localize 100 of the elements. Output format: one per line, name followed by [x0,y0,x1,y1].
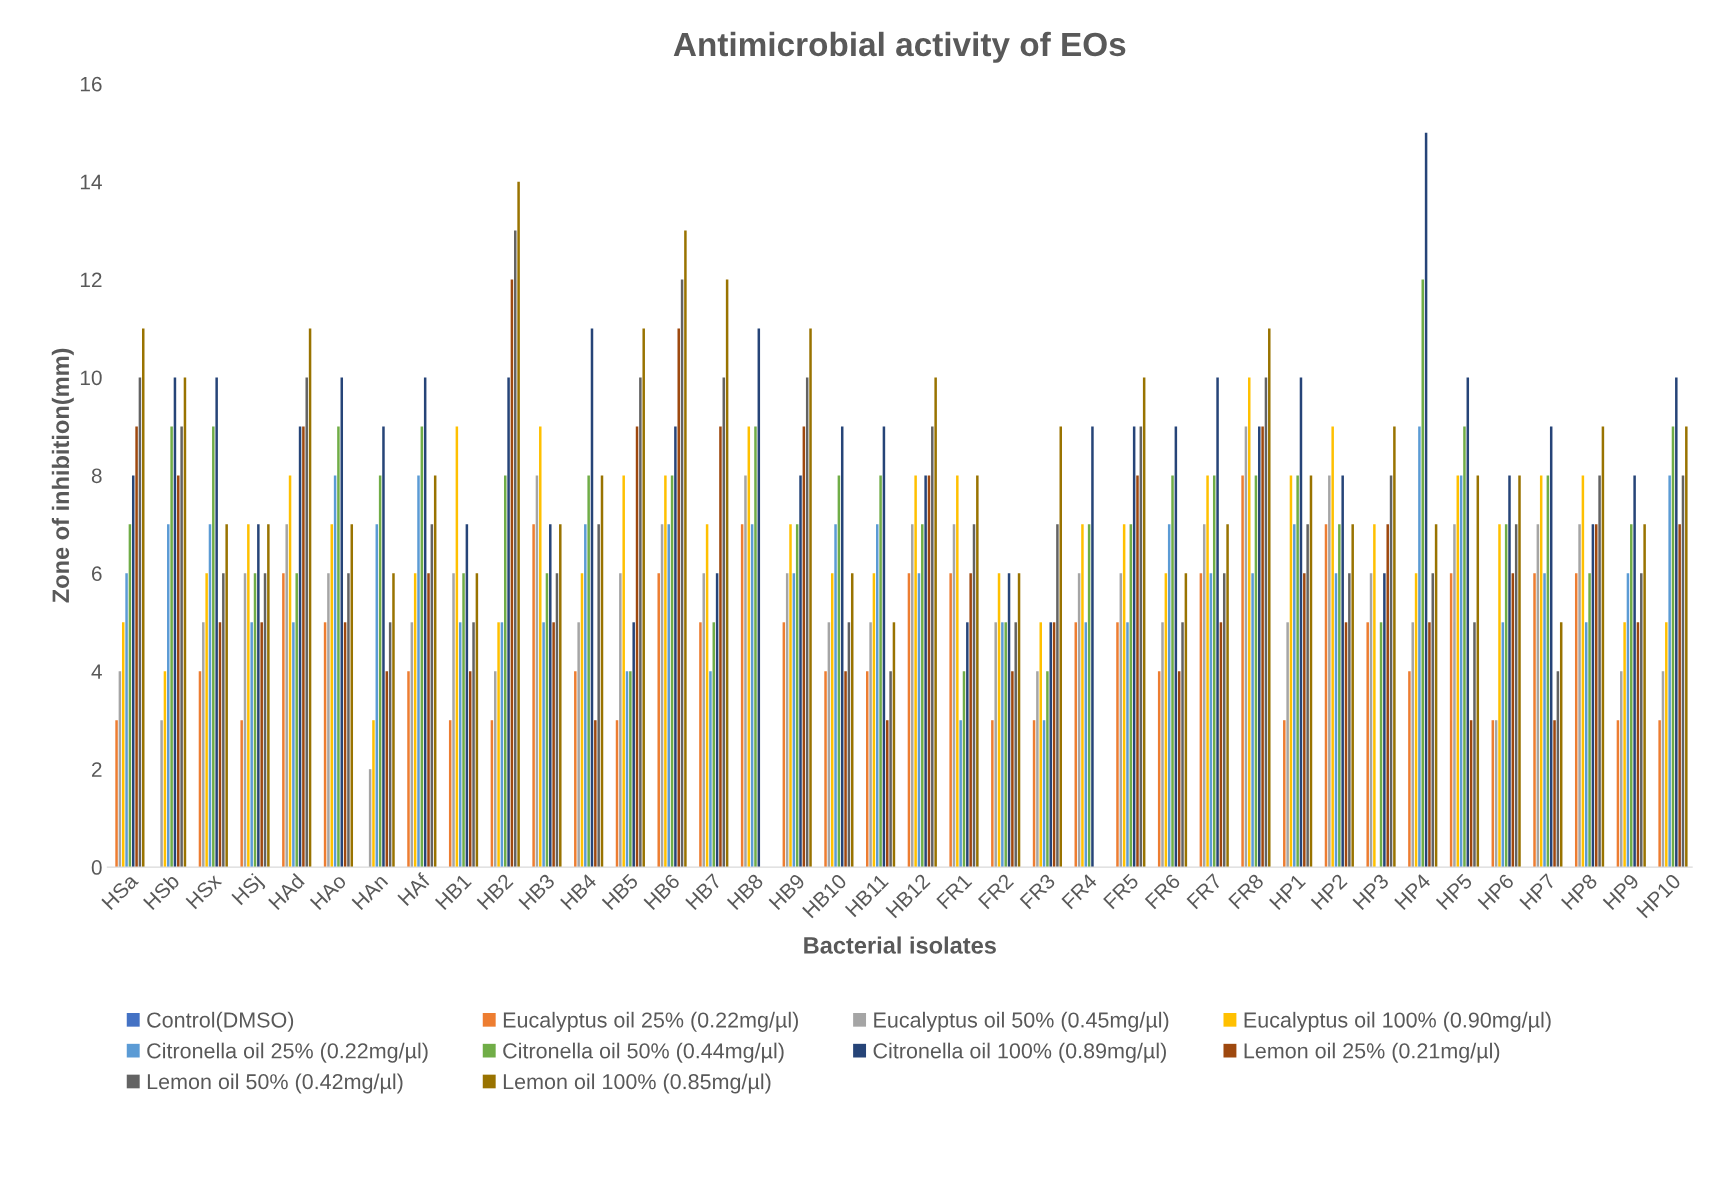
bar [934,377,937,868]
bar [709,671,712,868]
bar [337,426,340,868]
bar [1286,622,1289,868]
legend-label: Control(DMSO) [147,1011,294,1032]
legend-label: Lemon oil 50% (0.42mg/µl) [147,1073,403,1094]
bar [914,475,917,868]
bar [1091,426,1094,868]
x-tick-label: HSx [185,872,223,910]
bar [924,475,927,868]
bar [225,524,228,868]
bar [1351,524,1354,868]
bar [1411,622,1414,868]
x-tick-label: HAf [396,871,431,906]
bar [1543,573,1546,868]
bar [417,475,420,868]
bar [202,622,205,868]
bar [1116,622,1119,868]
bar [1366,622,1369,868]
bar [969,573,972,868]
bar [639,377,642,868]
bar [1296,475,1299,868]
bar [1453,524,1456,868]
bar [1508,475,1511,868]
bar [302,426,305,868]
bar [789,524,792,868]
x-tick-label: FR8 [1228,872,1265,910]
bar [514,230,517,868]
x-tick-label: HAo [309,873,347,911]
bar [921,524,924,868]
bar [834,524,837,868]
bar [539,426,542,868]
bar [1473,622,1476,868]
x-tick-label: FR4 [1061,872,1098,910]
bar [1393,426,1396,868]
x-tick-label: FR2 [977,873,1014,910]
bar [282,573,285,868]
legend-label: Eucalyptus oil 100% (0.90mg/µl) [1244,1011,1551,1032]
bar [667,524,670,868]
bar [629,671,632,868]
bar [931,426,934,868]
bar [1633,475,1636,868]
x-tick-label: HP1 [1269,873,1306,911]
bar [295,573,298,868]
bar [889,671,892,868]
x-tick-label: FR5 [1103,873,1140,910]
bar [407,671,410,868]
bar [657,573,660,868]
legend-label: Eucalyptus oil 50% (0.45mg/µl) [874,1011,1169,1032]
legend-label: Eucalyptus oil 25% (0.22mg/µl) [503,1011,798,1032]
bar [1463,426,1466,868]
bar [699,622,702,868]
bar [240,720,243,868]
bar [1251,573,1254,868]
bar [1328,475,1331,868]
bar [215,377,218,868]
x-axis-title: Bacterial isolates [804,936,996,954]
bar [991,720,994,868]
bar [1643,524,1646,868]
bar [677,328,680,868]
bar [1039,622,1042,868]
bar [1640,573,1643,868]
bar [1036,671,1039,868]
bar [392,573,395,868]
bar [869,622,872,868]
bar [642,328,645,868]
bar [285,524,288,868]
bar [1011,671,1014,868]
x-tick-label: FR3 [1019,873,1056,910]
bar [167,524,170,868]
x-tick-label: HSb [142,872,181,911]
bar [462,573,465,868]
chart-title: Antimicrobial activity of EOs [673,31,1126,63]
bar [125,573,128,868]
x-tick-label: HAn [351,873,389,911]
legend-label: Citronella oil 100% (0.89mg/µl) [873,1042,1166,1063]
bar [1331,426,1334,868]
x-tick-label: HSj [230,872,267,909]
bar [1248,377,1251,868]
bar [1578,524,1581,868]
bar [1685,426,1688,868]
y-tick-label: 4 [91,664,102,679]
bar [1056,524,1059,868]
bar [577,622,580,868]
bar [1533,573,1536,868]
bar [212,426,215,868]
bar [844,671,847,868]
bar [1668,475,1671,868]
bar [1418,426,1421,868]
bar [949,573,952,868]
bar [177,475,180,868]
legend-label: Lemon oil 25% (0.21mg/µl) [1244,1042,1500,1063]
bar [372,720,375,868]
bar [1620,671,1623,868]
bar [1373,524,1376,868]
y-tick-label: 2 [91,762,102,777]
bar [1588,573,1591,868]
bar [1293,524,1296,868]
bar [1498,524,1501,868]
bar [1136,475,1139,868]
